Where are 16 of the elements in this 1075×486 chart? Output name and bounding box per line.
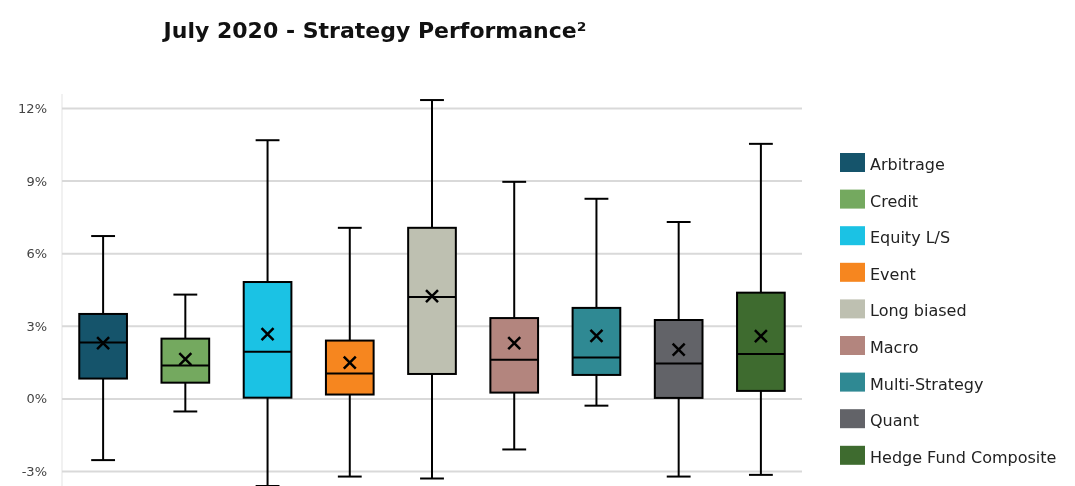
legend-label: Quant: [870, 411, 919, 431]
y-tick-label: 9%: [26, 173, 47, 189]
legend-label: Long biased: [870, 301, 967, 321]
legend-label: Equity L/S: [870, 228, 951, 248]
legend-label: Macro: [870, 338, 919, 357]
y-tick-label: 6%: [26, 246, 47, 262]
chart-title: July 2020 - Strategy Performance²: [161, 18, 587, 43]
y-tick-label: 3%: [26, 318, 47, 334]
legend-label: Multi-Strategy: [870, 374, 984, 394]
legend-label: Arbitrage: [870, 155, 945, 174]
y-tick-label: -3%: [21, 464, 47, 480]
y-tick-label: 12%: [18, 101, 47, 117]
legend-label: Hedge Fund Composite: [870, 447, 1057, 467]
legend-label: Event: [870, 264, 916, 284]
y-tick-label: 0%: [26, 391, 47, 407]
legend-label: Credit: [870, 191, 919, 211]
